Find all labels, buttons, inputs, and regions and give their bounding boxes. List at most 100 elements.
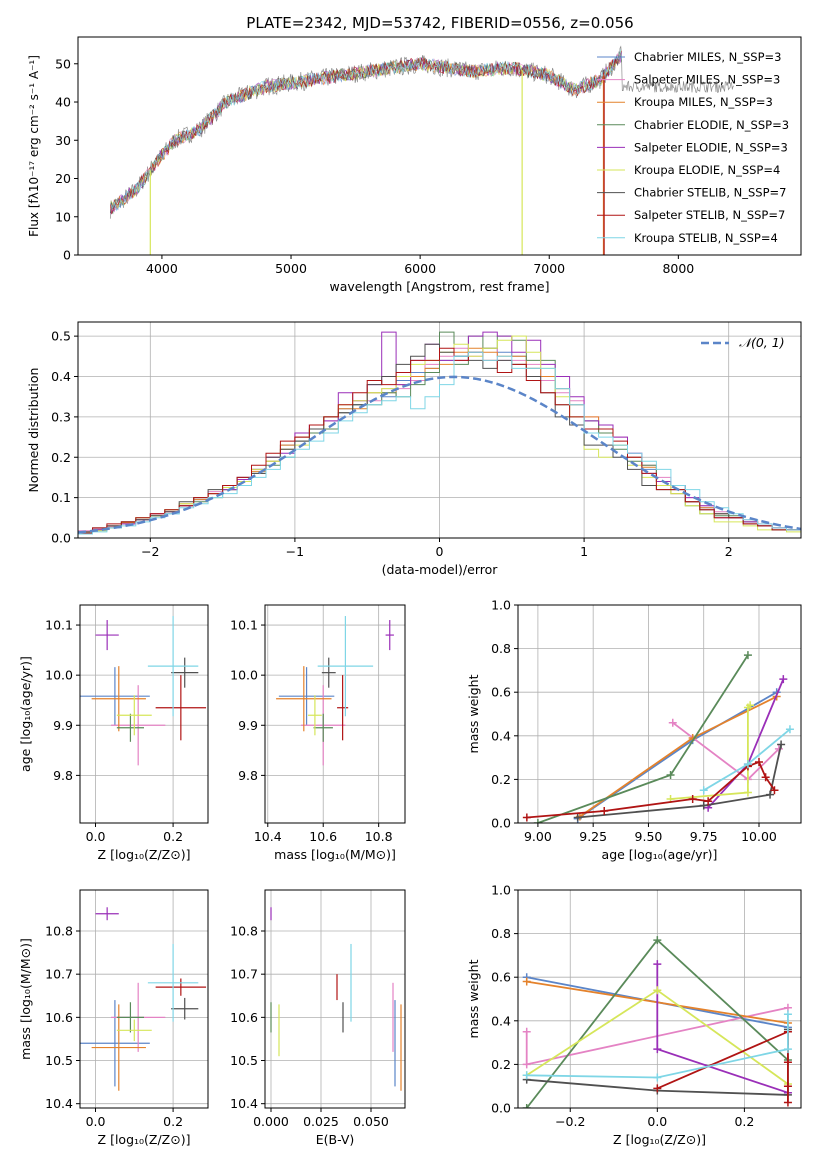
weight-point-marker: [770, 786, 779, 795]
plot-area: [265, 890, 405, 1108]
x-tick-label: 7000: [533, 261, 565, 276]
weight-point-marker: [666, 771, 675, 780]
weight-point-marker: [785, 725, 794, 734]
x-axis-label: (data-model)/error: [382, 562, 499, 577]
y-tick-label: 10.6: [45, 1010, 73, 1025]
x-axis-label: Z [log₁₀(Z/Z⊙)]: [98, 1132, 191, 1147]
y-tick-label: 30: [55, 133, 71, 148]
weight-point-marker: [783, 1045, 792, 1054]
y-tick-label: 1.0: [491, 883, 511, 898]
x-tick-label: 0.0: [647, 1114, 667, 1129]
weight-series-line: [526, 1014, 789, 1079]
chart-spectrum: 4000 5000 6000 7000 8000 0 10 20 30 40 50 wavelengt…: [27, 36, 802, 294]
x-tick-label: −0.2: [555, 1114, 585, 1129]
x-tick-label: 1: [580, 544, 588, 559]
y-tick-label: 10.8: [230, 924, 258, 939]
x-tick-label: 0.0: [86, 1114, 106, 1129]
weight-point-marker: [699, 786, 708, 795]
y-tick-label: 0.1: [51, 490, 71, 505]
weight-point-marker: [761, 773, 770, 782]
legend-label: Kroupa STELIB, N_SSP=4: [634, 231, 778, 245]
x-tick-label: 0: [436, 544, 444, 559]
x-axis-label: wavelength [Angstrom, rest frame]: [329, 279, 549, 294]
y-tick-label: 20: [55, 171, 71, 186]
weight-point-marker: [746, 701, 755, 710]
x-axis-label: mass [log₁₀(M/M⊙)]: [274, 847, 396, 862]
x-tick-label: 5000: [275, 261, 307, 276]
plot-area: [265, 605, 405, 823]
x-tick-label: 10.00: [741, 829, 777, 844]
weight-point-marker: [688, 795, 697, 804]
x-tick-label: 0.0: [86, 829, 106, 844]
y-tick-label: 10.4: [45, 1096, 73, 1111]
x-tick-label: −1: [286, 544, 304, 559]
plot-area: [80, 605, 208, 823]
x-tick-label: 9.00: [524, 829, 552, 844]
weight-point-marker: [653, 1073, 662, 1082]
y-tick-label: 0.4: [51, 369, 71, 384]
chart-residuals: 𝒩(0, 1) −2 −1 0 1 2 0.0 0.1 0.2 0.3 0.4 0.5 (data-mo…: [26, 321, 802, 577]
y-tick-label: 10.5: [230, 1053, 258, 1068]
axes-frame: [517, 889, 802, 1109]
legend-label: Salpeter STELIB, N_SSP=7: [634, 208, 785, 222]
x-axis-label: Z [log₁₀(Z/Z⊙)]: [613, 1132, 706, 1147]
plot-area: [518, 890, 801, 1108]
y-tick-label: 0.6: [491, 970, 511, 985]
weight-point-marker: [522, 813, 531, 822]
weight-point-marker: [653, 986, 662, 995]
weight-point-marker: [783, 1058, 792, 1067]
y-tick-label: 10.7: [230, 967, 258, 982]
weight-point-marker: [699, 801, 708, 810]
axes-frame: [517, 604, 802, 824]
y-axis-label: mass [log₁₀(M/M⊙)]: [18, 938, 33, 1060]
weight-point-marker: [653, 1084, 662, 1093]
weight-point-marker: [653, 1045, 662, 1054]
x-tick-label: 9.75: [690, 829, 718, 844]
y-tick-label: 0: [63, 248, 71, 263]
axes-frame: [79, 604, 209, 824]
x-axis-label: Z [log₁₀(Z/Z⊙)]: [98, 847, 191, 862]
weight-point-marker: [704, 797, 713, 806]
weight-point-marker: [743, 788, 752, 797]
weight-point-marker: [522, 1071, 531, 1080]
weight-series-line: [670, 704, 751, 800]
y-axis-label: mass weight: [466, 959, 481, 1038]
y-tick-label: 9.9: [238, 718, 258, 733]
x-tick-label: 4000: [146, 261, 178, 276]
chart-weight-vs-Z: −0.2 0.0 0.2 0.0 0.2 0.4 0.6 0.8 1.0 Z [log₁₀(Z/Z…: [466, 883, 802, 1147]
histogram-series-line: [78, 347, 801, 538]
y-tick-label: 0.5: [51, 329, 71, 344]
y-tick-label: 0.0: [491, 1101, 511, 1116]
weight-point-marker: [783, 1010, 792, 1019]
figure-title: PLATE=2342, MJD=53742, FIBERID=0556, z=0…: [246, 14, 633, 32]
weight-point-marker: [777, 740, 786, 749]
y-tick-label: 40: [55, 95, 71, 110]
y-tick-label: 0.3: [51, 409, 71, 424]
chart-mass-vs-Z: 0.0 0.2 10.4 10.5 10.6 10.7 10.8 Z [log₁₀(Z/Z⊙)…: [18, 889, 209, 1147]
y-tick-label: 10.5: [45, 1053, 73, 1068]
normal-curve-line: [78, 375, 801, 534]
axes-frame: [264, 889, 406, 1109]
x-tick-label: 9.25: [579, 829, 607, 844]
x-tick-label: 2: [725, 544, 733, 559]
plot-area: [518, 605, 801, 823]
y-axis-label: mass weight: [466, 674, 481, 753]
y-tick-label: 10.1: [45, 618, 73, 633]
x-tick-label: −2: [141, 544, 159, 559]
weight-point-marker: [653, 960, 662, 969]
y-tick-label: 10.6: [230, 1010, 258, 1025]
weight-point-marker: [779, 675, 788, 684]
x-tick-label: 10.6: [309, 829, 337, 844]
weight-point-marker: [743, 651, 752, 660]
x-tick-label: 10.4: [254, 829, 282, 844]
weight-point-marker: [522, 1104, 531, 1108]
legend-label: Chabrier ELODIE, N_SSP=3: [634, 118, 789, 132]
y-tick-label: 0.0: [491, 816, 511, 831]
x-tick-label: 0.000: [253, 1114, 289, 1129]
normal-legend: 𝒩(0, 1): [701, 335, 785, 350]
legend-label: Kroupa MILES, N_SSP=3: [634, 95, 773, 109]
plot-area: [78, 322, 801, 538]
legend-label: Salpeter ELODIE, N_SSP=3: [634, 140, 788, 154]
y-tick-label: 0.2: [51, 450, 71, 465]
